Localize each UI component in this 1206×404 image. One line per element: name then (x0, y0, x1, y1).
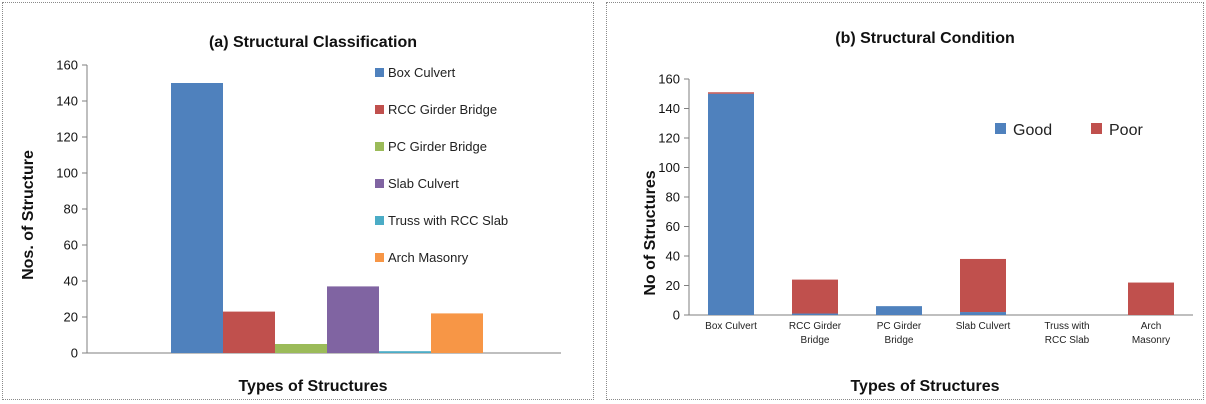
chart-b-y-tick-label: 20 (666, 278, 680, 293)
chart-a-bar-pc-girder-bridge (275, 344, 327, 353)
chart-b-xlabel: Types of Structures (850, 378, 999, 395)
chart-b-bar-good-pc-girder-bridge (876, 306, 922, 315)
chart-a-bar-box-culvert (171, 83, 223, 353)
chart-a-y-tick-label: 140 (56, 94, 78, 109)
chart-b-legend-swatch-good (995, 123, 1006, 134)
chart-a-y-tick-label: 80 (64, 202, 78, 217)
chart-b-y-tick-label: 60 (666, 219, 680, 234)
chart-b-category-label: Arch (1141, 321, 1162, 332)
chart-b-bar-poor-arch-masonry (1128, 282, 1174, 315)
chart-a-panel: (a) Structural Classification Types of S… (2, 2, 594, 400)
chart-b-title: (b) Structural Condition (835, 30, 1015, 47)
chart-a-legend-swatch-arch-masonry (375, 253, 384, 262)
chart-a-legend-label-truss-with-rcc-slab: Truss with RCC Slab (388, 213, 508, 228)
chart-a-legend-label-rcc-girder-bridge: RCC Girder Bridge (388, 102, 497, 117)
chart-b-y-tick-label: 140 (658, 101, 680, 116)
chart-b-bar-good-slab-culvert (960, 312, 1006, 315)
chart-b-y-tick-label: 40 (666, 249, 680, 264)
chart-b-bar-poor-box-culvert (708, 92, 754, 94)
chart-b-category-label: PC Girder (877, 321, 922, 332)
chart-a-legend-label-pc-girder-bridge: PC Girder Bridge (388, 139, 487, 154)
chart-b-legend-label-poor: Poor (1109, 122, 1143, 139)
chart-a-title: (a) Structural Classification (209, 34, 417, 51)
chart-a-legend-label-box-culvert: Box Culvert (388, 65, 456, 80)
chart-b-bar-poor-slab-culvert (960, 258, 1006, 313)
chart-a-xlabel: Types of Structures (238, 378, 387, 395)
chart-b-category-label: RCC Slab (1045, 335, 1090, 346)
chart-a-y-tick-label: 100 (56, 166, 78, 181)
chart-a-bar-arch-masonry (431, 313, 483, 353)
chart-a-legend-swatch-truss-with-rcc-slab (375, 216, 384, 225)
chart-b-y-tick-label: 160 (658, 72, 680, 87)
chart-b-category-label: Masonry (1132, 335, 1170, 346)
chart-a-legend-swatch-box-culvert (375, 68, 384, 77)
chart-b-y-tick-label: 0 (673, 308, 680, 323)
chart-b-category-label: RCC Girder (789, 321, 842, 332)
chart-a-y-tick-label: 160 (56, 58, 78, 73)
chart-b-category-label: Bridge (885, 335, 914, 346)
chart-b-legend-swatch-poor (1091, 123, 1102, 134)
chart-a-bar-rcc-girder-bridge (223, 311, 275, 353)
chart-b-ylabel: No of Structures (642, 170, 659, 295)
chart-a-legend-swatch-slab-culvert (375, 179, 384, 188)
chart-a-y-tick-label: 60 (64, 238, 78, 253)
chart-a-bar-slab-culvert (327, 286, 379, 353)
chart-b-y-tick-label: 80 (666, 190, 680, 205)
chart-b-legend-label-good: Good (1013, 122, 1052, 139)
chart-a-legend-swatch-rcc-girder-bridge (375, 105, 384, 114)
chart-b-bar-poor-rcc-girder-bridge (792, 279, 838, 314)
chart-a-y-tick-label: 40 (64, 274, 78, 289)
chart-a-y-tick-label: 20 (64, 310, 78, 325)
chart-b-category-label: Slab Culvert (956, 321, 1011, 332)
chart-b-y-tick-label: 120 (658, 131, 680, 146)
chart-b-category-label: Box Culvert (705, 321, 757, 332)
chart-a-ylabel: Nos. of Structure (20, 150, 37, 280)
chart-b-category-label: Truss with (1044, 321, 1089, 332)
chart-a-bar-truss-with-rcc-slab (379, 351, 431, 353)
chart-a-legend-swatch-pc-girder-bridge (375, 142, 384, 151)
chart-b-category-label: Bridge (801, 335, 830, 346)
chart-b: (b) Structural Condition Types of Struct… (642, 30, 1193, 395)
chart-b-bar-good-rcc-girder-bridge (792, 313, 838, 315)
chart-b-panel: (b) Structural Condition Types of Struct… (606, 2, 1204, 400)
chart-b-bar-good-box-culvert (708, 93, 754, 315)
chart-a-y-tick-label: 0 (71, 346, 78, 361)
chart-a-legend-label-slab-culvert: Slab Culvert (388, 176, 459, 191)
chart-a-legend-label-arch-masonry: Arch Masonry (388, 250, 469, 265)
chart-a: (a) Structural Classification Types of S… (20, 34, 561, 395)
chart-a-y-tick-label: 120 (56, 130, 78, 145)
chart-b-y-tick-label: 100 (658, 160, 680, 175)
